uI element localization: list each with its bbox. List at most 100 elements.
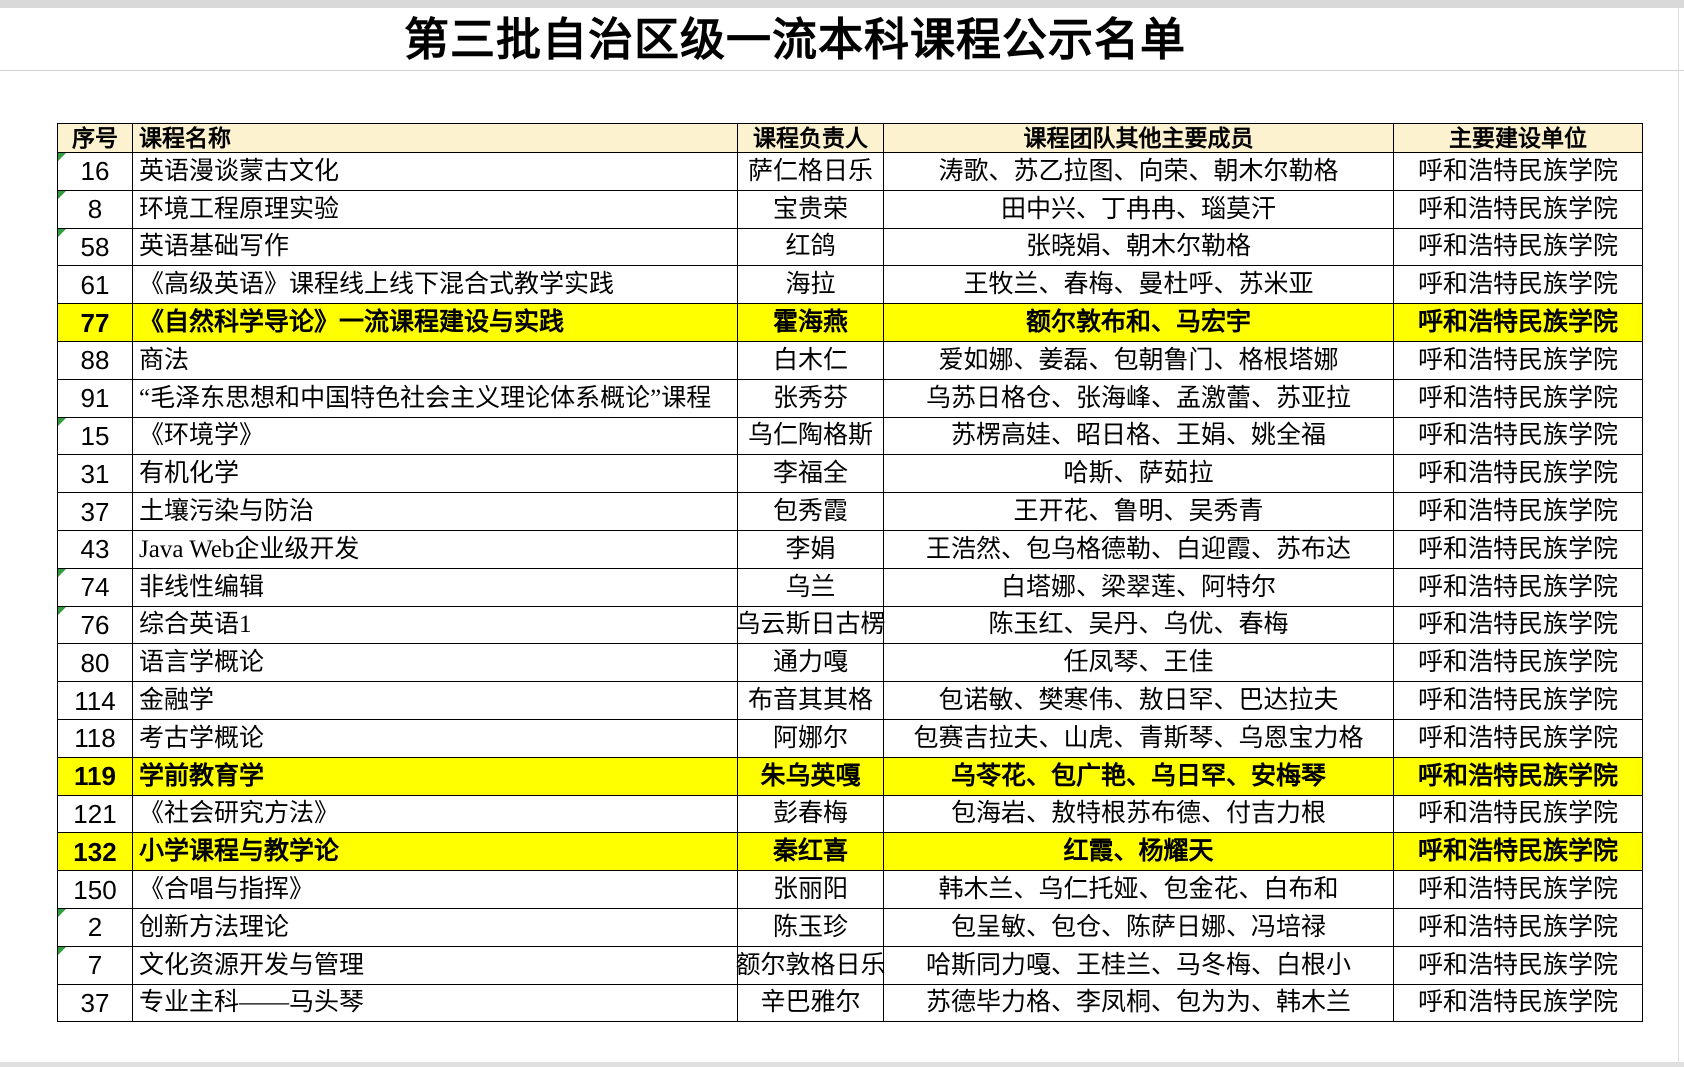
cell-team-members[interactable]: 乌苏日格仓、张海峰、孟激蕾、苏亚拉 <box>884 379 1394 418</box>
header-course-leader[interactable]: 课程负责人 <box>738 124 884 153</box>
cell-course-name[interactable]: 土壤污染与防治 <box>133 493 738 531</box>
cell-course-name[interactable]: 学前教育学 <box>133 757 738 796</box>
cell-course-leader[interactable]: 包秀霞 <box>738 493 884 531</box>
cell-team-members[interactable]: 陈玉红、吴丹、乌优、春梅 <box>884 606 1394 645</box>
cell-course-name[interactable]: 综合英语1 <box>133 606 738 645</box>
cell-unit[interactable]: 呼和浩特民族学院 <box>1394 455 1643 494</box>
cell-team-members[interactable]: 韩木兰、乌仁托娅、包金花、白布和 <box>884 871 1394 909</box>
cell-serial-number[interactable]: 121 <box>58 795 133 834</box>
cell-course-leader[interactable]: 乌云斯日古楞 <box>736 606 886 645</box>
cell-course-leader[interactable]: 海拉 <box>738 266 884 305</box>
cell-unit[interactable]: 呼和浩特民族学院 <box>1394 530 1643 569</box>
cell-course-name[interactable]: 《自然科学导论》一流课程建设与实践 <box>133 304 738 342</box>
header-serial[interactable]: 序号 <box>58 124 133 153</box>
cell-serial-number[interactable]: 37 <box>58 493 133 531</box>
cell-serial-number[interactable]: 91 <box>58 379 133 418</box>
cell-course-leader[interactable]: 红鸽 <box>738 228 884 267</box>
cell-unit[interactable]: 呼和浩特民族学院 <box>1394 833 1643 872</box>
cell-serial-number[interactable]: 77 <box>58 304 133 342</box>
cell-serial-number[interactable]: 80 <box>58 644 133 683</box>
cell-serial-number[interactable]: 16 <box>58 153 133 191</box>
cell-unit[interactable]: 呼和浩特民族学院 <box>1394 757 1643 796</box>
cell-team-members[interactable]: 苏楞高娃、昭日格、王娟、姚全福 <box>884 417 1394 456</box>
cell-serial-number[interactable]: 37 <box>58 984 133 1023</box>
cell-course-name[interactable]: 《合唱与指挥》 <box>133 871 738 909</box>
cell-serial-number[interactable]: 61 <box>58 266 133 305</box>
cell-serial-number[interactable]: 2 <box>58 908 133 947</box>
cell-course-name[interactable]: 创新方法理论 <box>133 908 738 947</box>
cell-team-members[interactable]: 包呈敏、包仓、陈萨日娜、冯培禄 <box>884 908 1394 947</box>
cell-course-name[interactable]: 文化资源开发与管理 <box>133 946 738 985</box>
cell-serial-number[interactable]: 150 <box>58 871 133 909</box>
cell-unit[interactable]: 呼和浩特民族学院 <box>1394 417 1643 456</box>
cell-serial-number[interactable]: 31 <box>58 455 133 494</box>
cell-team-members[interactable]: 涛歌、苏乙拉图、向荣、朝木尔勒格 <box>884 153 1394 191</box>
cell-course-name[interactable]: 《社会研究方法》 <box>133 795 738 834</box>
cell-team-members[interactable]: 包诺敏、樊寒伟、敖日罕、巴达拉夫 <box>884 682 1394 720</box>
cell-course-name[interactable]: 《环境学》 <box>133 417 738 456</box>
cell-team-members[interactable]: 哈斯同力嘎、王桂兰、马冬梅、白根小 <box>884 946 1394 985</box>
cell-serial-number[interactable]: 74 <box>58 568 133 607</box>
cell-unit[interactable]: 呼和浩特民族学院 <box>1394 644 1643 683</box>
cell-course-leader[interactable]: 白木仁 <box>738 341 884 380</box>
cell-course-name[interactable]: Java Web企业级开发 <box>133 530 738 569</box>
cell-course-name[interactable]: “毛泽东思想和中国特色社会主义理论体系概论”课程 <box>133 379 738 418</box>
cell-course-leader[interactable]: 通力嘎 <box>738 644 884 683</box>
cell-team-members[interactable]: 王牧兰、春梅、曼杜呼、苏米亚 <box>884 266 1394 305</box>
cell-team-members[interactable]: 苏德毕力格、李凤桐、包为为、韩木兰 <box>884 984 1394 1023</box>
cell-course-leader[interactable]: 朱乌英嘎 <box>738 757 884 796</box>
header-unit[interactable]: 主要建设单位 <box>1394 124 1643 153</box>
cell-course-name[interactable]: 商法 <box>133 341 738 380</box>
cell-course-name[interactable]: 专业主科——马头琴 <box>133 984 738 1023</box>
cell-serial-number[interactable]: 118 <box>58 719 133 758</box>
cell-team-members[interactable]: 包赛吉拉夫、山虎、青斯琴、乌恩宝力格 <box>884 719 1394 758</box>
cell-unit[interactable]: 呼和浩特民族学院 <box>1394 341 1643 380</box>
cell-course-leader[interactable]: 秦红喜 <box>738 833 884 872</box>
cell-serial-number[interactable]: 8 <box>58 190 133 229</box>
cell-team-members[interactable]: 包海岩、敖特根苏布德、付吉力根 <box>884 795 1394 834</box>
cell-course-leader[interactable]: 陈玉珍 <box>738 908 884 947</box>
cell-team-members[interactable]: 爱如娜、姜磊、包朝鲁门、格根塔娜 <box>884 341 1394 380</box>
cell-serial-number[interactable]: 76 <box>58 606 133 645</box>
cell-unit[interactable]: 呼和浩特民族学院 <box>1394 984 1643 1023</box>
cell-unit[interactable]: 呼和浩特民族学院 <box>1394 946 1643 985</box>
cell-course-name[interactable]: 英语基础写作 <box>133 228 738 267</box>
cell-course-leader[interactable]: 阿娜尔 <box>738 719 884 758</box>
cell-course-leader[interactable]: 额尔敦格日乐 <box>736 946 886 985</box>
cell-unit[interactable]: 呼和浩特民族学院 <box>1394 795 1643 834</box>
cell-course-leader[interactable]: 张丽阳 <box>738 871 884 909</box>
cell-course-name[interactable]: 非线性编辑 <box>133 568 738 607</box>
cell-team-members[interactable]: 田中兴、丁冉冉、瑙莫汗 <box>884 190 1394 229</box>
cell-course-leader[interactable]: 彭春梅 <box>738 795 884 834</box>
cell-course-leader[interactable]: 布音其其格 <box>738 682 884 720</box>
cell-serial-number[interactable]: 7 <box>58 946 133 985</box>
cell-course-name[interactable]: 英语漫谈蒙古文化 <box>133 153 738 191</box>
cell-team-members[interactable]: 王开花、鲁明、吴秀青 <box>884 493 1394 531</box>
cell-course-leader[interactable]: 辛巴雅尔 <box>738 984 884 1023</box>
cell-unit[interactable]: 呼和浩特民族学院 <box>1394 493 1643 531</box>
cell-course-name[interactable]: 金融学 <box>133 682 738 720</box>
cell-course-name[interactable]: 《高级英语》课程线上线下混合式教学实践 <box>133 266 738 305</box>
cell-team-members[interactable]: 额尔敦布和、马宏宇 <box>884 304 1394 342</box>
cell-course-leader[interactable]: 宝贵荣 <box>738 190 884 229</box>
cell-serial-number[interactable]: 114 <box>58 682 133 720</box>
cell-team-members[interactable]: 王浩然、包乌格德勒、白迎霞、苏布达 <box>884 530 1394 569</box>
cell-team-members[interactable]: 乌苓花、包广艳、乌日罕、安梅琴 <box>884 757 1394 796</box>
cell-serial-number[interactable]: 15 <box>58 417 133 456</box>
cell-serial-number[interactable]: 58 <box>58 228 133 267</box>
cell-team-members[interactable]: 哈斯、萨茹拉 <box>884 455 1394 494</box>
cell-serial-number[interactable]: 88 <box>58 341 133 380</box>
cell-course-name[interactable]: 环境工程原理实验 <box>133 190 738 229</box>
cell-team-members[interactable]: 白塔娜、梁翠莲、阿特尔 <box>884 568 1394 607</box>
cell-unit[interactable]: 呼和浩特民族学院 <box>1394 908 1643 947</box>
header-course-name[interactable]: 课程名称 <box>133 124 738 153</box>
cell-team-members[interactable]: 任凤琴、王佳 <box>884 644 1394 683</box>
cell-course-leader[interactable]: 李娟 <box>738 530 884 569</box>
cell-team-members[interactable]: 张晓娟、朝木尔勒格 <box>884 228 1394 267</box>
cell-course-name[interactable]: 语言学概论 <box>133 644 738 683</box>
cell-unit[interactable]: 呼和浩特民族学院 <box>1394 682 1643 720</box>
cell-unit[interactable]: 呼和浩特民族学院 <box>1394 719 1643 758</box>
cell-course-leader[interactable]: 李福全 <box>738 455 884 494</box>
cell-course-leader[interactable]: 霍海燕 <box>738 304 884 342</box>
header-team-members[interactable]: 课程团队其他主要成员 <box>884 124 1394 153</box>
